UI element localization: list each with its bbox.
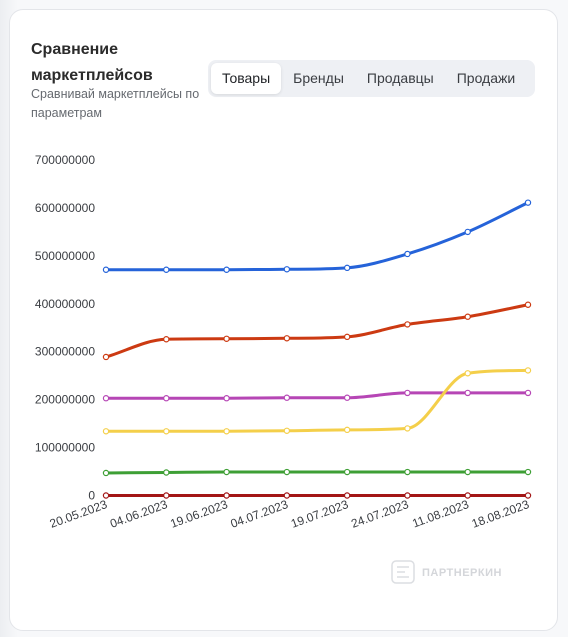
data-point[interactable] [223, 395, 230, 402]
data-point[interactable] [404, 468, 411, 476]
x-tick-label: 24.07.2023 [349, 497, 411, 531]
data-point[interactable] [524, 389, 532, 397]
data-point[interactable] [524, 199, 532, 206]
y-tick-label: 400000000 [35, 297, 95, 311]
data-point[interactable] [343, 492, 351, 499]
data-point[interactable] [283, 492, 291, 499]
data-point[interactable] [524, 367, 532, 374]
data-point[interactable] [223, 335, 230, 342]
data-point[interactable] [283, 427, 291, 434]
data-point[interactable] [343, 264, 351, 272]
data-point[interactable] [163, 492, 170, 499]
data-point[interactable] [223, 266, 230, 273]
data-point[interactable] [283, 394, 291, 401]
x-tick-label: 04.06.2023 [108, 497, 170, 531]
data-point[interactable] [464, 313, 471, 320]
y-tick-label: 100000000 [35, 441, 95, 455]
x-tick-label: 20.05.2023 [48, 497, 110, 531]
y-tick-label: 0 [88, 489, 95, 503]
comparison-card: Сравнение маркетплейсов Сравнивай маркет… [9, 9, 558, 631]
series-line-5 [104, 470, 530, 475]
data-point[interactable] [102, 492, 110, 499]
x-tick-label: 19.07.2023 [289, 497, 351, 531]
data-point[interactable] [464, 370, 471, 377]
data-point[interactable] [524, 301, 532, 308]
tab-bar: Товары Бренды Продавцы Продажи [208, 60, 535, 97]
tab-brands[interactable]: Бренды [293, 70, 344, 86]
data-point[interactable] [464, 389, 471, 397]
x-tick-label: 19.06.2023 [168, 497, 230, 531]
y-tick-label: 200000000 [35, 393, 95, 407]
data-point[interactable] [343, 426, 351, 434]
data-point[interactable] [343, 468, 351, 476]
y-tick-label: 300000000 [35, 345, 95, 359]
data-point[interactable] [163, 395, 170, 402]
y-axis: 0 100000000 200000000 300000000 400000000 500… [35, 153, 95, 503]
data-point[interactable] [283, 266, 291, 273]
data-point[interactable] [283, 335, 291, 342]
series-line-4 [104, 368, 530, 433]
series-lines [104, 201, 530, 497]
data-point[interactable] [524, 468, 532, 476]
data-point[interactable] [163, 266, 170, 273]
data-point[interactable] [102, 428, 110, 435]
series-line-2 [104, 303, 530, 359]
y-tick-label: 700000000 [35, 153, 95, 167]
data-point[interactable] [223, 468, 230, 476]
x-tick-label: 11.08.2023 [410, 497, 471, 531]
watermark-logo-lines [397, 566, 409, 578]
data-point[interactable] [102, 353, 110, 361]
data-point[interactable] [102, 395, 110, 402]
page-subtitle: Сравнивай маркетплейсы по параметрам [31, 87, 200, 120]
data-point[interactable] [404, 425, 411, 432]
tab-sales[interactable]: Продажи [456, 70, 516, 86]
data-point[interactable] [163, 428, 170, 435]
tab-products[interactable]: Товары [211, 63, 282, 94]
x-axis: 20.05.2023 04.06.2023 19.06.2023 04.07.2023… [48, 497, 532, 531]
data-point[interactable] [464, 492, 471, 499]
data-point[interactable] [163, 336, 170, 343]
data-point[interactable] [343, 394, 351, 401]
data-point[interactable] [524, 492, 532, 499]
y-tick-label: 600000000 [35, 201, 95, 215]
data-point[interactable] [464, 468, 471, 476]
x-tick-label: 18.08.2023 [470, 497, 532, 531]
tab-sellers[interactable]: Продавцы [366, 70, 434, 86]
data-point[interactable] [404, 250, 411, 258]
watermark: ПАРТНЕРКИН [391, 560, 502, 584]
data-point[interactable] [404, 321, 411, 328]
page-title: Сравнение маркетплейсов [31, 41, 153, 84]
watermark-logo-icon [391, 560, 415, 584]
x-tick-label: 04.07.2023 [229, 497, 291, 531]
data-point[interactable] [223, 492, 230, 499]
y-tick-label: 500000000 [35, 249, 95, 263]
data-point[interactable] [102, 266, 110, 273]
data-point[interactable] [404, 492, 411, 499]
data-point[interactable] [464, 228, 471, 236]
data-point[interactable] [163, 469, 170, 476]
series-line-1 [104, 201, 530, 272]
watermark-text: ПАРТНЕРКИН [422, 567, 502, 579]
data-point[interactable] [343, 333, 351, 341]
series-line-3 [104, 391, 530, 400]
data-point[interactable] [404, 389, 411, 397]
data-point[interactable] [283, 468, 291, 476]
data-point[interactable] [102, 469, 110, 477]
data-point[interactable] [223, 428, 230, 435]
series-points [102, 199, 532, 499]
